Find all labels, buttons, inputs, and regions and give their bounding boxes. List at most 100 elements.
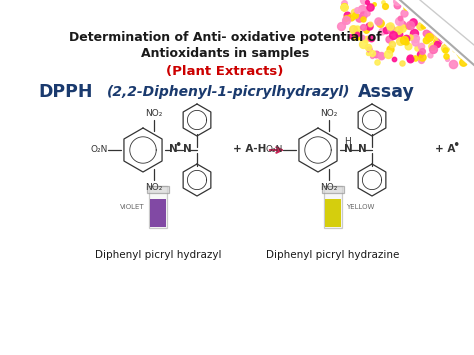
Point — [422, 19, 430, 25]
Point — [372, 51, 380, 57]
Point — [449, 61, 457, 67]
Point — [337, 23, 345, 29]
Point — [378, 28, 386, 34]
Point — [419, 54, 426, 60]
Text: VIOLET: VIOLET — [120, 204, 145, 210]
Point — [406, 55, 414, 60]
Point — [432, 9, 440, 15]
Point — [457, 52, 465, 58]
Point — [410, 35, 417, 40]
Text: NO₂: NO₂ — [320, 109, 337, 118]
Point — [417, 58, 425, 63]
Point — [456, 50, 463, 56]
Point — [426, 32, 434, 37]
Point — [444, 39, 451, 45]
Point — [377, 53, 385, 59]
Point — [423, 0, 431, 4]
Text: Diphenyl picryl hydrazyl: Diphenyl picryl hydrazyl — [95, 250, 221, 260]
Point — [470, 42, 474, 48]
Point — [426, 34, 433, 40]
Text: N: N — [169, 144, 177, 154]
Point — [365, 50, 372, 56]
Point — [386, 23, 394, 29]
Point — [340, 4, 347, 10]
Point — [363, 10, 371, 15]
Point — [460, 5, 467, 11]
Point — [411, 55, 419, 61]
Point — [469, 40, 474, 45]
Point — [442, 5, 449, 10]
Point — [374, 18, 382, 24]
Point — [360, 0, 367, 3]
Point — [448, 3, 456, 9]
Text: + A-H: + A-H — [233, 144, 267, 154]
Point — [453, 45, 460, 51]
Point — [362, 27, 370, 33]
Point — [417, 24, 424, 29]
Point — [389, 32, 397, 38]
Point — [438, 35, 446, 40]
Point — [447, 41, 455, 47]
Point — [367, 35, 375, 40]
Point — [441, 48, 448, 53]
Text: N: N — [344, 144, 352, 154]
Point — [353, 32, 361, 37]
Point — [440, 0, 448, 6]
Point — [461, 5, 469, 11]
Point — [422, 30, 430, 36]
Point — [359, 12, 367, 18]
Point — [442, 45, 449, 51]
Point — [459, 59, 467, 64]
Text: Diphenyl picryl hydrazine: Diphenyl picryl hydrazine — [266, 250, 400, 260]
Point — [400, 11, 408, 16]
Point — [402, 5, 410, 10]
Point — [444, 3, 451, 9]
Point — [426, 52, 434, 58]
Point — [465, 0, 473, 6]
Text: (Plant Extracts): (Plant Extracts) — [166, 65, 283, 77]
Point — [357, 14, 365, 20]
Point — [418, 17, 426, 23]
Point — [429, 10, 437, 16]
FancyBboxPatch shape — [322, 186, 344, 193]
Point — [431, 31, 439, 37]
Point — [351, 10, 358, 15]
Point — [363, 0, 371, 5]
Point — [404, 23, 412, 29]
Point — [385, 24, 392, 30]
Point — [463, 6, 471, 12]
Text: Antioxidants in samples: Antioxidants in samples — [141, 48, 309, 60]
Point — [458, 37, 466, 42]
Point — [399, 21, 406, 27]
Point — [429, 15, 437, 21]
Point — [394, 27, 401, 33]
Point — [447, 36, 455, 41]
Point — [347, 14, 355, 20]
Point — [346, 33, 354, 39]
Point — [353, 34, 360, 39]
Point — [398, 25, 406, 31]
Point — [401, 37, 408, 43]
Point — [466, 10, 474, 16]
Text: •: • — [174, 138, 182, 152]
Point — [467, 19, 474, 24]
Point — [447, 17, 454, 23]
Point — [415, 7, 422, 13]
Point — [433, 13, 440, 19]
Polygon shape — [395, 0, 474, 70]
Point — [445, 7, 452, 12]
Point — [448, 29, 456, 34]
Point — [406, 35, 414, 41]
Point — [385, 36, 392, 42]
Point — [387, 46, 394, 51]
Text: YELLOW: YELLOW — [346, 204, 374, 210]
Point — [382, 27, 390, 32]
Point — [397, 15, 404, 21]
Point — [362, 36, 369, 42]
Point — [365, 44, 372, 50]
Point — [418, 48, 426, 54]
Point — [446, 15, 453, 21]
Point — [451, 40, 459, 46]
Text: O₂N: O₂N — [265, 146, 283, 154]
Point — [468, 53, 474, 59]
